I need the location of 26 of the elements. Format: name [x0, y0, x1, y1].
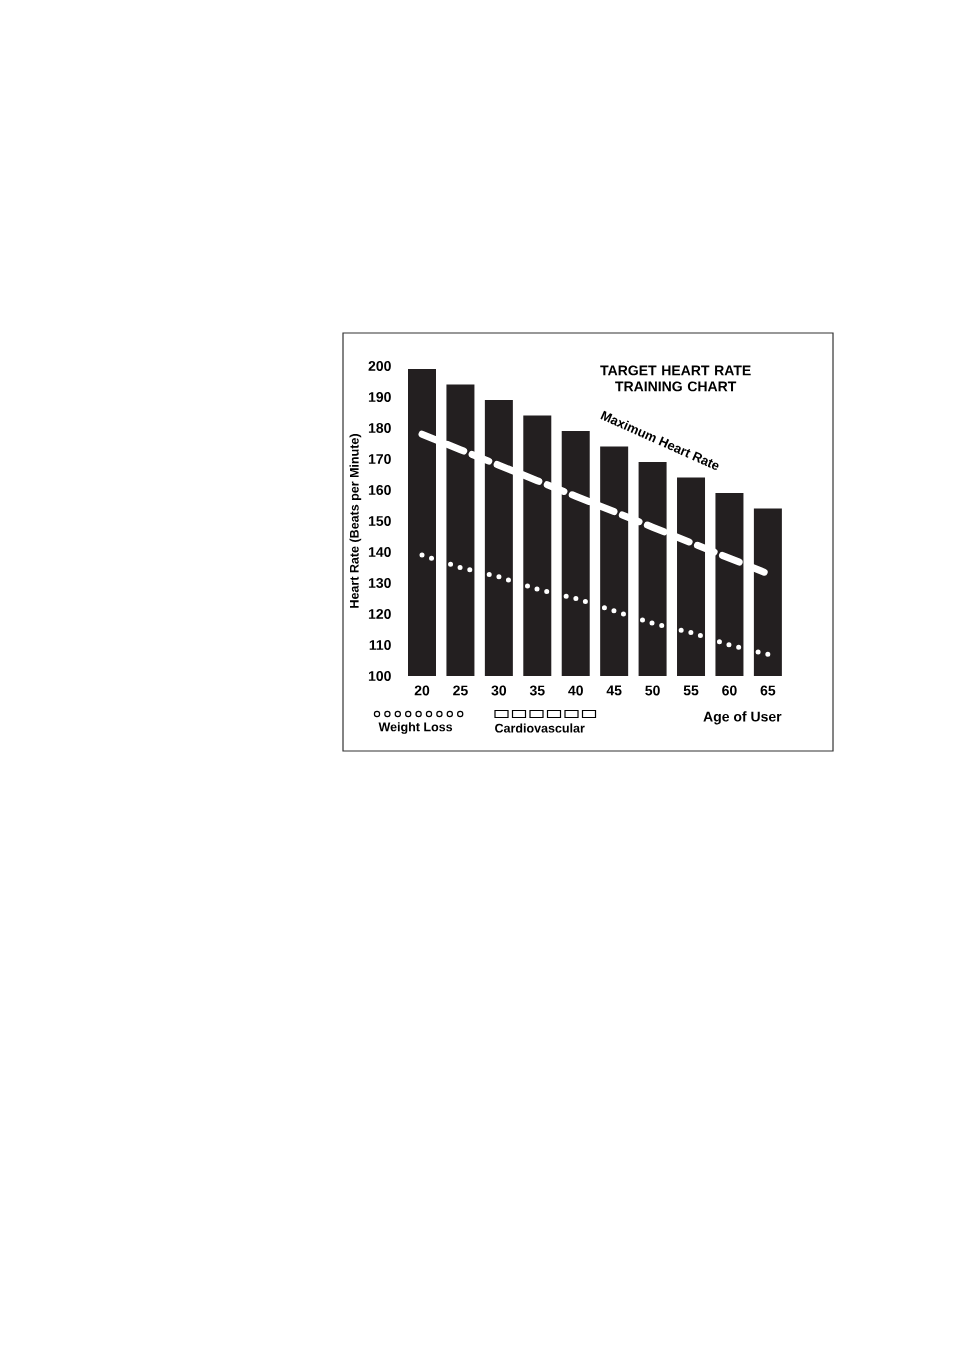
y-tick-label: 150 [368, 516, 391, 526]
x-tick-label: 35 [529, 685, 545, 696]
chart-title: TARGET HEART RATE TRAINING CHART [600, 365, 751, 392]
x-tick-label: 55 [683, 685, 699, 696]
x-axis-title: Age of User [703, 711, 782, 725]
legend-label: Weight Loss [378, 722, 453, 734]
x-tick-label: 20 [414, 685, 430, 696]
y-tick-label: 130 [368, 578, 391, 588]
legend-label: Cardiovascular [495, 723, 585, 733]
y-tick-label: 170 [368, 454, 391, 464]
x-tick-label: 25 [453, 685, 468, 696]
y-axis-title: Heart Rate (Beats per Minute) [349, 434, 362, 608]
y-tick-label: 160 [368, 485, 391, 495]
y-tick-label: 100 [368, 671, 391, 681]
x-tick-label: 30 [491, 685, 507, 696]
x-tick-label: 45 [606, 685, 622, 696]
x-tick-label: 60 [722, 685, 737, 696]
x-tick-label: 40 [568, 685, 583, 696]
y-tick-label: 110 [369, 640, 391, 650]
y-tick-label: 180 [368, 423, 391, 433]
y-tick-label: 140 [368, 547, 391, 557]
y-tick-label: 190 [368, 392, 391, 402]
y-tick-label: 120 [368, 609, 391, 619]
x-tick-label: 50 [645, 685, 660, 696]
x-tick-label: 65 [760, 685, 776, 696]
y-tick-label: 200 [368, 361, 391, 371]
